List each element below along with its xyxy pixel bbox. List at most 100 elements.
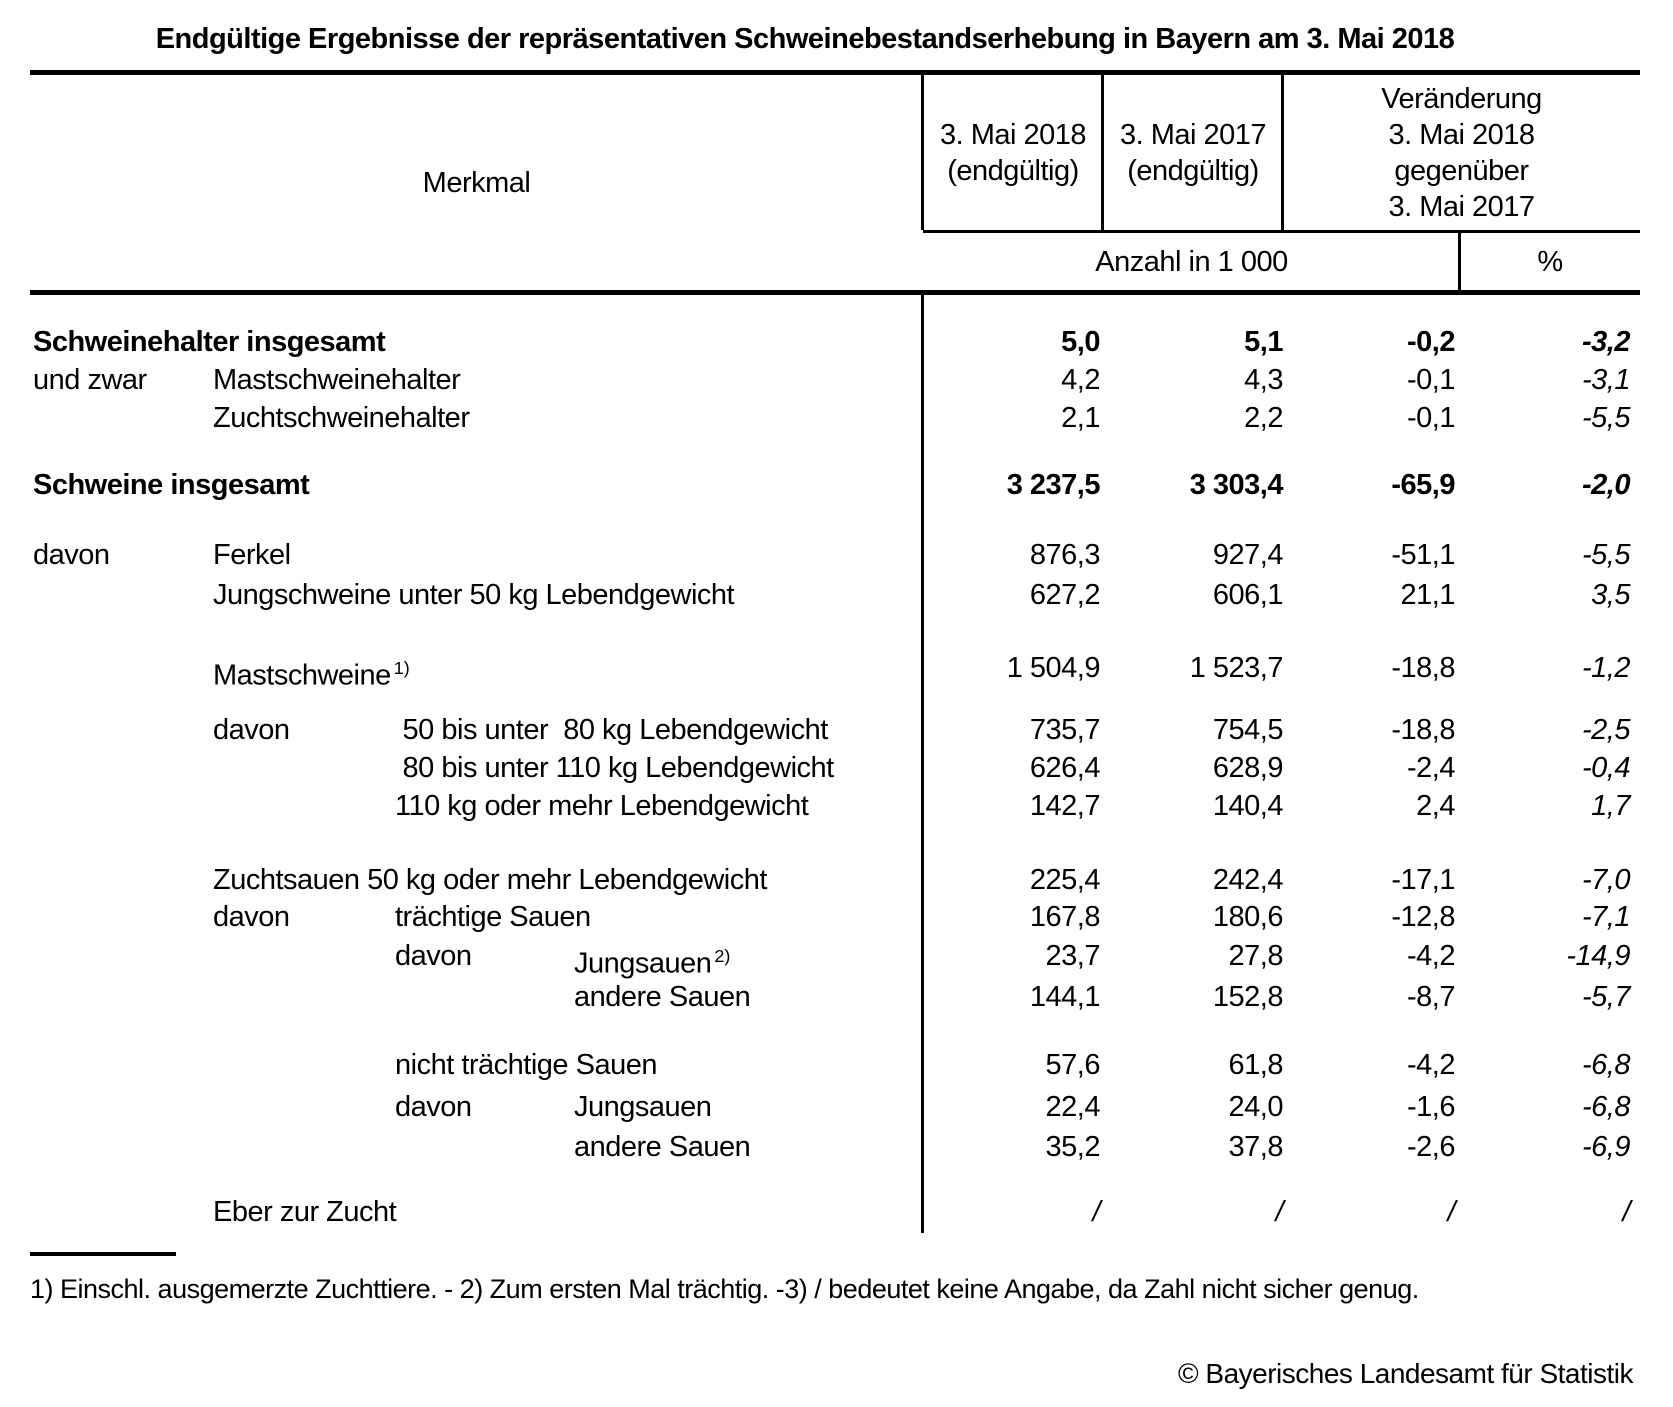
divider-count-pct <box>1458 233 1461 290</box>
value-2017: 27,8 <box>1228 940 1284 972</box>
row-label: Schweinehalter insgesamt <box>33 326 386 358</box>
table-body: Schweinehalter insgesamt 5,0 5,1 -0,2 -3,2 un… <box>30 0 1640 1260</box>
value-2018: 144,1 <box>1029 981 1101 1013</box>
value-change: -2,6 <box>1407 1131 1455 1163</box>
value-change: -51,1 <box>1391 539 1455 571</box>
footnote-marker: 1) <box>393 658 410 678</box>
table-row: davon trächtige Sauen 167,8 180,6 -12,8 -7,1 <box>30 900 1640 934</box>
table-row: Zuchtsauen 50 kg oder mehr Lebendgewicht… <box>30 863 1640 897</box>
value-change: -18,8 <box>1391 652 1455 684</box>
value-change: -17,1 <box>1391 864 1455 896</box>
value-2017: 152,8 <box>1212 981 1284 1013</box>
row-label: Eber zur Zucht <box>213 1196 397 1228</box>
value-change: / <box>1447 1196 1455 1228</box>
value-change: -1,6 <box>1407 1091 1455 1123</box>
row-label: andere Sauen <box>574 1131 751 1163</box>
unit-header-count: Anzahl in 1 000 <box>1095 245 1288 278</box>
page-title: Endgültige Ergebnisse der repräsentative… <box>155 23 1455 55</box>
row-label: Ferkel <box>213 539 291 571</box>
row-label: Jungsauen 2) <box>574 946 731 980</box>
row-prefix: davon <box>395 940 472 972</box>
value-2017: 606,1 <box>1212 579 1284 611</box>
value-2017: 927,4 <box>1212 539 1284 571</box>
value-change: -2,4 <box>1407 752 1455 784</box>
row-label: 50 bis unter 80 kg Lebendgewicht <box>395 714 829 746</box>
value-change: -0,2 <box>1407 326 1455 358</box>
row-prefix: und zwar <box>33 364 147 396</box>
value-2017: 3 303,4 <box>1189 469 1284 501</box>
row-label: Zuchtschweinehalter <box>213 402 470 434</box>
value-percent: -7,1 <box>1582 901 1630 933</box>
footnote-marker: 2) <box>714 946 731 966</box>
table-row: andere Sauen 144,1 152,8 -8,7 -5,7 <box>30 980 1640 1014</box>
divider-2017-change <box>1281 75 1284 230</box>
row-label: 110 kg oder mehr Lebendgewicht <box>395 790 809 822</box>
table-row: 80 bis unter 110 kg Lebendgewicht 626,4 62… <box>30 751 1640 785</box>
value-2018: 626,4 <box>1029 752 1101 784</box>
rule-header-bottom <box>30 290 1640 295</box>
row-prefix: davon <box>213 901 290 933</box>
unit-header-percent: % <box>1537 245 1563 278</box>
value-percent: -2,5 <box>1582 714 1630 746</box>
value-2018: 1 504,9 <box>1006 652 1101 684</box>
divider-merkmal <box>921 75 924 230</box>
value-2017: 5,1 <box>1244 326 1283 358</box>
value-percent: -3,2 <box>1582 326 1630 358</box>
row-label: andere Sauen <box>574 981 751 1013</box>
value-2017: 4,3 <box>1244 364 1283 396</box>
value-2018: 2,1 <box>1061 402 1100 434</box>
footnote-rule <box>30 1252 176 1256</box>
divider-2018-2017 <box>1101 75 1104 230</box>
table-row: Schweinehalter insgesamt 5,0 5,1 -0,2 -3,2 <box>30 325 1640 359</box>
value-percent: -1,2 <box>1582 652 1630 684</box>
value-change: -12,8 <box>1391 901 1455 933</box>
value-2018: 142,7 <box>1029 790 1101 822</box>
table-row: Mastschweine 1) 1 504,9 1 523,7 -18,8 -1,2 <box>30 651 1640 692</box>
value-2018: / <box>1092 1196 1100 1228</box>
value-2017: 242,4 <box>1212 864 1284 896</box>
value-percent: -6,8 <box>1582 1049 1630 1081</box>
table-row: Eber zur Zucht / / / / <box>30 1195 1640 1229</box>
row-label: Schweine insgesamt <box>33 469 310 501</box>
value-2018: 3 237,5 <box>1006 469 1101 501</box>
row-label: nicht trächtige Sauen <box>395 1049 657 1081</box>
table-row: Jungschweine unter 50 kg Lebendgewicht 62… <box>30 578 1640 612</box>
value-2017: 180,6 <box>1212 901 1284 933</box>
value-2018: 167,8 <box>1029 901 1101 933</box>
value-2017: 24,0 <box>1228 1091 1284 1123</box>
row-prefix: davon <box>213 714 290 746</box>
table-row: nicht trächtige Sauen 57,6 61,8 -4,2 -6,8 <box>30 1048 1640 1082</box>
value-2018: 876,3 <box>1029 539 1101 571</box>
copyright: © Bayerisches Landesamt für Statistik <box>1178 1358 1634 1389</box>
value-2017: 37,8 <box>1228 1131 1284 1163</box>
table-row: Schweine insgesamt 3 237,5 3 303,4 -65,9 -2,… <box>30 468 1640 502</box>
value-percent: -3,1 <box>1582 364 1630 396</box>
table-row: davon Jungsauen 2) 23,7 27,8 -4,2 -14,9 <box>30 939 1640 980</box>
row-label: Mastschweine 1) <box>213 658 410 692</box>
value-change: -18,8 <box>1391 714 1455 746</box>
value-2018: 35,2 <box>1045 1131 1101 1163</box>
value-2018: 22,4 <box>1045 1091 1101 1123</box>
column-header-2018: 3. Mai 2018 (endgültig) <box>939 118 1087 187</box>
row-label: 80 bis unter 110 kg Lebendgewicht <box>395 752 835 784</box>
value-percent: -5,5 <box>1582 402 1630 434</box>
rule-header-mid <box>923 230 1640 233</box>
value-percent: -5,5 <box>1582 539 1630 571</box>
table-row: 110 kg oder mehr Lebendgewicht 142,7 140,4… <box>30 789 1640 823</box>
value-percent: -7,0 <box>1582 864 1630 896</box>
value-percent: -5,7 <box>1582 981 1630 1013</box>
value-change: -4,2 <box>1407 940 1455 972</box>
value-percent: / <box>1622 1196 1630 1228</box>
value-percent: -2,0 <box>1582 469 1630 501</box>
value-2018: 627,2 <box>1029 579 1101 611</box>
column-header-change: Veränderung 3. Mai 2018 gegenüber 3. Mai… <box>1381 82 1542 223</box>
value-percent: -6,8 <box>1582 1091 1630 1123</box>
value-2018: 225,4 <box>1029 864 1101 896</box>
table-row: Zuchtschweinehalter 2,1 2,2 -0,1 -5,5 <box>30 401 1640 435</box>
column-header-merkmal: Merkmal <box>422 166 531 199</box>
table-row: und zwar Mastschweinehalter 4,2 4,3 -0,1 -3,1 <box>30 363 1640 397</box>
value-2018: 23,7 <box>1045 940 1101 972</box>
value-2018: 5,0 <box>1061 326 1100 358</box>
value-change: -8,7 <box>1407 981 1455 1013</box>
